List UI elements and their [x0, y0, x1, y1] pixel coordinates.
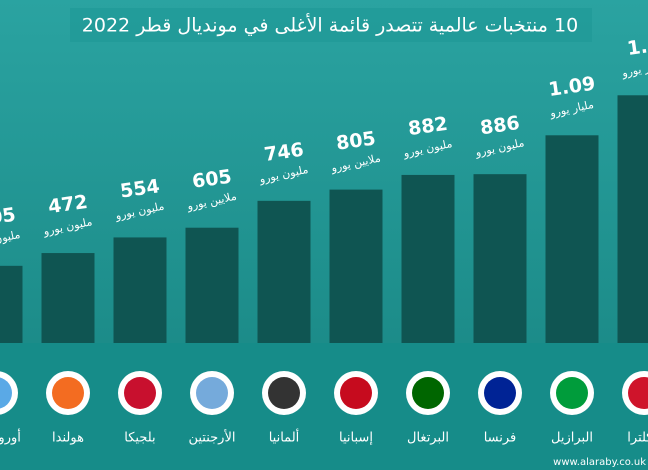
- value-label: 472: [47, 191, 89, 218]
- value-label: 405: [0, 204, 17, 231]
- x-tick-label: البرتغال: [407, 431, 449, 446]
- crest-band: [0, 343, 648, 470]
- team-crest-inner: [340, 377, 372, 409]
- value-label: 886: [479, 112, 521, 139]
- team-crest-inner: [628, 377, 648, 409]
- bar: [545, 135, 599, 343]
- team-crest-inner: [268, 377, 300, 409]
- value-label: 1.3: [626, 34, 648, 60]
- bar: [257, 200, 311, 343]
- x-tick-label: إنكلترا: [627, 431, 648, 446]
- bar: [473, 174, 527, 343]
- x-tick-label: البرازيل: [551, 431, 593, 446]
- team-crest-inner: [0, 377, 12, 409]
- title-box: [70, 8, 592, 42]
- bar: [329, 189, 383, 343]
- team-crest-inner: [412, 377, 444, 409]
- bar: [401, 174, 455, 343]
- x-tick-label: الأرجنتين: [188, 429, 235, 446]
- bar: [617, 95, 648, 344]
- value-label: 746: [263, 139, 305, 166]
- bar: [113, 237, 167, 343]
- team-crest-inner: [124, 377, 156, 409]
- x-tick-label: أوروغواي: [0, 429, 21, 446]
- team-crest-inner: [196, 377, 228, 409]
- x-tick-label: ألمانيا: [269, 429, 300, 446]
- team-crest-inner: [484, 377, 516, 409]
- chart-title: 10 منتخبات عالمية تتصدر قائمة الأغلى في …: [82, 14, 578, 37]
- x-tick-label: فرنسا: [484, 431, 517, 446]
- x-tick-label: هولندا: [52, 431, 84, 446]
- source: www.alaraby.co.uk: [553, 457, 646, 468]
- bar: [185, 227, 239, 343]
- value-label: 554: [119, 175, 161, 202]
- x-tick-label: إسبانيا: [339, 431, 373, 446]
- team-crest-inner: [52, 377, 84, 409]
- x-tick-label: بلجيكا: [124, 431, 155, 446]
- value-label: 605: [191, 166, 233, 193]
- team-crest-inner: [556, 377, 588, 409]
- bar: [0, 265, 23, 343]
- value-label: 805: [335, 127, 377, 154]
- value-label: 882: [407, 113, 449, 140]
- bar: [41, 253, 95, 343]
